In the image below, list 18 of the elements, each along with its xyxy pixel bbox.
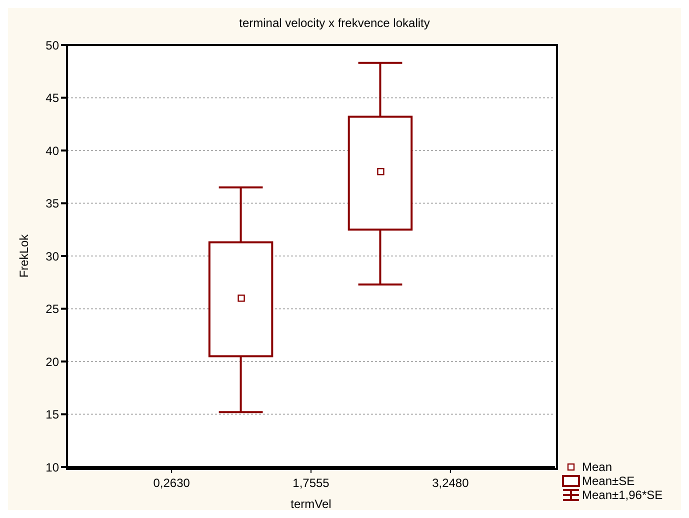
- y-tick-label: 25: [46, 302, 60, 316]
- y-axis-title: FrekLok: [17, 234, 31, 278]
- y-tick-label: 10: [46, 460, 60, 474]
- chart-title: terminal velocity x frekvence lokality: [238, 16, 431, 30]
- y-tick-label: 20: [46, 354, 60, 369]
- y-tick-label: 45: [46, 91, 60, 106]
- y-tick-label: 30: [46, 249, 60, 264]
- x-tick-label: 1,7555: [292, 476, 330, 490]
- y-tick-label: 40: [46, 144, 60, 158]
- x-tick-label: 0,2630: [153, 476, 190, 490]
- text: Mean±SE: [582, 474, 635, 488]
- text: Mean: [582, 460, 612, 474]
- y-tick-label: 15: [46, 408, 60, 422]
- y-tick-label: 50: [46, 38, 60, 52]
- x-tick-label: 3,2480: [432, 476, 470, 490]
- y-tick-label: 35: [46, 196, 60, 211]
- x-axis-title: termVel: [290, 497, 332, 511]
- text: Mean±1,96*SE: [582, 488, 663, 502]
